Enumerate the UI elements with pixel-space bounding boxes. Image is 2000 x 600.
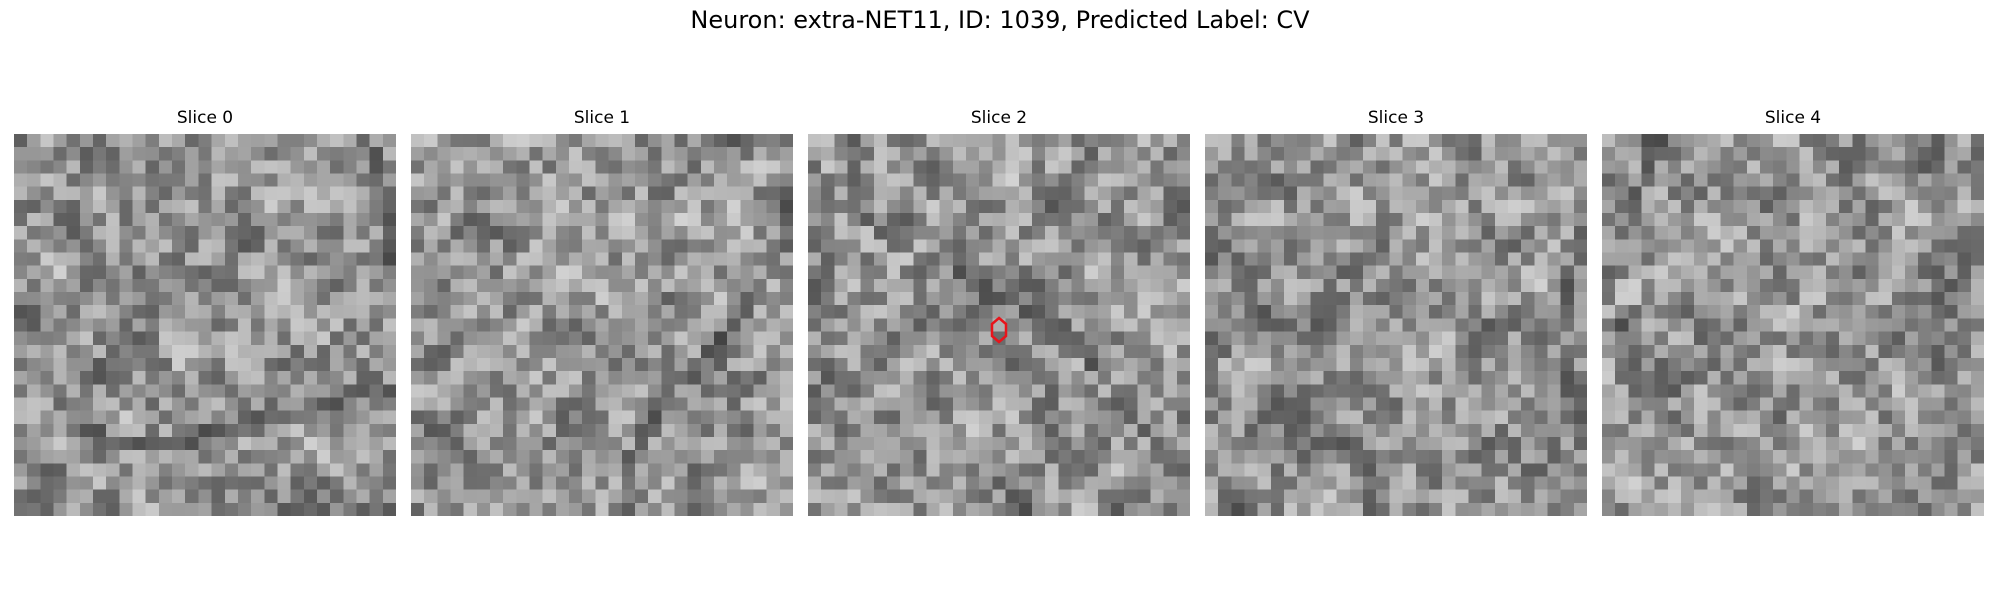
slice-image [808,134,1190,516]
slice-image [1602,134,1984,516]
slice-title: Slice 1 [573,108,631,128]
slice-image [411,134,793,516]
figure-title: Neuron: extra-NET11, ID: 1039, Predicted… [690,6,1310,34]
slice-image [14,134,396,516]
slice-title: Slice 4 [1764,108,1822,128]
slice-title: Slice 3 [1367,108,1425,128]
slice-title: Slice 2 [970,108,1028,128]
slice-image [1205,134,1587,516]
slice-title: Slice 0 [176,108,234,128]
